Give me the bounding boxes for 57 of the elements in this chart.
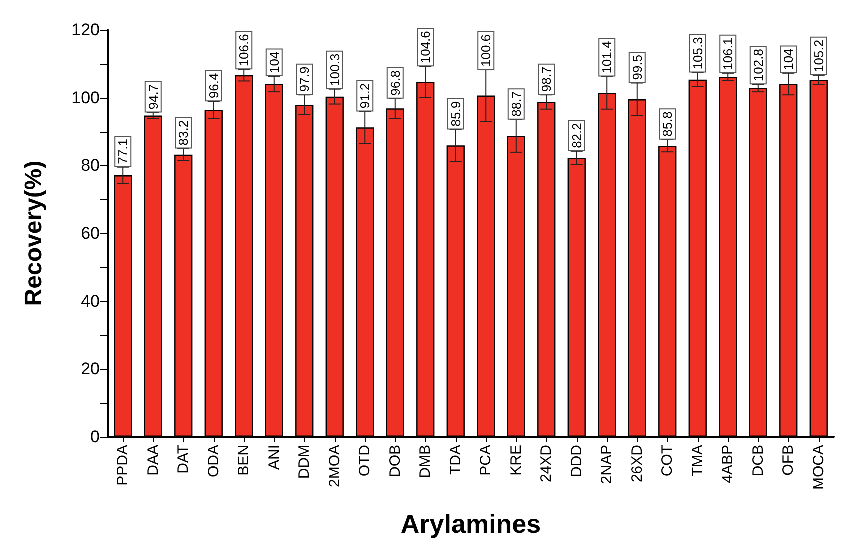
data-label: 106.6 [236, 34, 252, 67]
x-tick-label: DCB [750, 445, 767, 477]
data-label: 105.3 [690, 37, 706, 70]
x-tick-label: PPDA [114, 445, 132, 486]
x-tick-label: MOCA [810, 445, 828, 490]
data-label: 85.8 [660, 112, 676, 137]
x-tick-label: DDM [296, 445, 314, 480]
x-tick-label: DAT [175, 445, 192, 474]
data-label: 97.9 [297, 66, 312, 92]
y-tick-label: 40 [81, 292, 100, 311]
x-tick-label: TMA [689, 445, 706, 477]
y-axis-title: Recovery(%) [20, 160, 48, 306]
data-label: 98.7 [539, 66, 554, 92]
data-label: 102.8 [750, 49, 766, 82]
data-label: 104 [266, 52, 282, 74]
x-tick-label: DMB [417, 445, 434, 478]
x-tick-label: ODA [205, 445, 222, 478]
data-label: 94.7 [146, 84, 161, 110]
x-tick-label: TDA [447, 445, 464, 475]
x-tick-label: COT [659, 445, 676, 477]
data-label: 106.1 [720, 38, 736, 70]
x-tick-label: 2MOA [326, 445, 344, 488]
x-tick-label: KRE [508, 445, 525, 476]
y-tick-label: 20 [81, 360, 100, 379]
data-label: 96.4 [206, 73, 222, 99]
x-tick-label: OTD [356, 444, 374, 477]
x-tick-label: 4ABP [720, 445, 737, 484]
y-tick-label: 100 [72, 88, 100, 108]
data-label: 104.6 [418, 31, 434, 64]
x-tick-label: ANI [266, 445, 283, 470]
x-tick-label: 26XD [628, 444, 646, 483]
data-label: 88.7 [508, 92, 524, 117]
x-tick-label: OFB [780, 445, 798, 476]
x-tick-label: 24XD [538, 444, 556, 483]
data-label: 104 [781, 48, 796, 70]
y-tick-label: 0 [90, 428, 100, 446]
data-label: 100.6 [478, 34, 494, 68]
x-tick-label: DOB [386, 445, 404, 478]
x-tick-label: BEN [236, 445, 253, 476]
data-label: 91.2 [358, 83, 373, 109]
x-tick-label: DAA [144, 445, 162, 476]
data-label: 96.8 [388, 70, 403, 96]
data-label: 99.5 [630, 54, 645, 80]
data-label: 85.9 [448, 101, 464, 127]
x-axis-title: Arylamines [400, 509, 542, 539]
data-label: 100.3 [327, 54, 342, 86]
data-label: 101.4 [600, 41, 615, 74]
data-label: 105.2 [811, 40, 826, 72]
y-tick-label: 80 [81, 156, 100, 176]
data-label: 77.1 [116, 139, 131, 164]
data-label: 82.2 [569, 123, 584, 148]
data-label: 83.2 [176, 120, 192, 146]
y-tick-label: 120 [72, 20, 100, 40]
x-tick-label: PCA [478, 445, 495, 476]
y-tick-label: 60 [81, 224, 100, 243]
x-tick-label: DDD [568, 444, 586, 478]
x-tick-label: 2NAP [598, 445, 616, 484]
